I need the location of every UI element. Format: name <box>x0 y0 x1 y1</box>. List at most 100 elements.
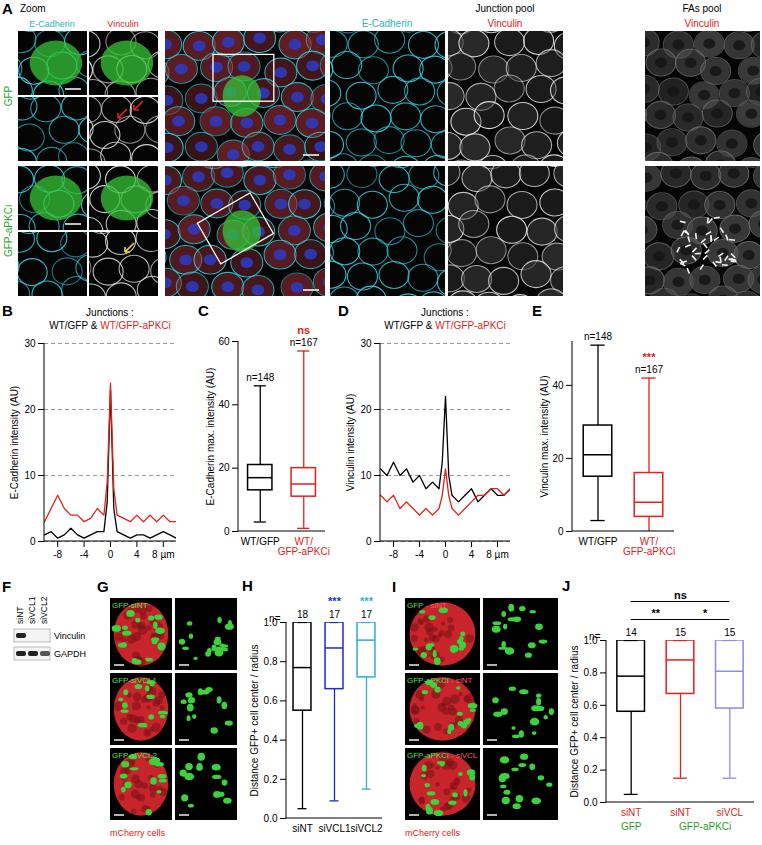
svg-text:*: * <box>703 607 708 619</box>
svg-text:4: 4 <box>469 549 475 560</box>
svg-text:Junctions :: Junctions : <box>421 307 469 318</box>
svg-text:-4: -4 <box>80 549 89 560</box>
svg-text:15: 15 <box>724 627 736 638</box>
svg-text:G: G <box>97 578 109 595</box>
svg-text:H: H <box>242 577 253 594</box>
svg-text:n=148: n=148 <box>584 331 613 342</box>
svg-text:D: D <box>338 302 349 319</box>
svg-text:0.2: 0.2 <box>264 774 278 785</box>
svg-text:GFP: GFP <box>621 821 642 832</box>
svg-text:J: J <box>562 577 570 594</box>
svg-text:***: *** <box>360 595 374 607</box>
svg-text:siVCL2: siVCL2 <box>39 596 49 624</box>
svg-text:Vinculin intensity (AU): Vinculin intensity (AU) <box>345 394 356 492</box>
svg-text:40: 40 <box>552 380 564 391</box>
svg-text:WT/GFP: WT/GFP <box>579 536 618 547</box>
svg-text:GFP: GFP <box>3 85 14 106</box>
svg-text:siVCL: siVCL <box>716 807 743 818</box>
svg-text:30: 30 <box>360 338 372 349</box>
svg-text:E: E <box>532 302 542 319</box>
svg-text:Vinculin max. intensity (AU): Vinculin max. intensity (AU) <box>539 375 550 497</box>
svg-text:Junction pool: Junction pool <box>476 3 535 14</box>
svg-text:0.8: 0.8 <box>264 656 278 667</box>
svg-text:GAPDH: GAPDH <box>54 649 86 659</box>
svg-text:GFP-aPKCi: GFP-aPKCi <box>679 821 731 832</box>
svg-text:20: 20 <box>360 404 372 415</box>
svg-text:0.4: 0.4 <box>584 732 598 743</box>
svg-text:0.0: 0.0 <box>264 813 278 824</box>
svg-text:GFP-aPKCi - siVCL: GFP-aPKCi - siVCL <box>407 751 478 760</box>
svg-text:siVCL2: siVCL2 <box>350 823 383 834</box>
svg-text:E-Cadherin max. intensity (AU): E-Cadherin max. intensity (AU) <box>205 368 216 506</box>
svg-text:GFP - siNT: GFP - siNT <box>407 601 447 610</box>
svg-text:0.6: 0.6 <box>584 700 598 711</box>
svg-text:WT/GFP & WT/GFP-aPKCi: WT/GFP & WT/GFP-aPKCi <box>49 320 171 331</box>
svg-text:18: 18 <box>297 609 309 620</box>
svg-text:siVCL1: siVCL1 <box>318 823 351 834</box>
svg-text:n=167: n=167 <box>290 337 319 348</box>
svg-text:E-Cadherin intensity (AU): E-Cadherin intensity (AU) <box>9 386 20 499</box>
svg-text:0: 0 <box>558 526 564 537</box>
svg-text:Junctions :: Junctions : <box>86 307 134 318</box>
svg-text:C: C <box>198 302 209 319</box>
svg-text:mCherry cells: mCherry cells <box>405 828 461 838</box>
svg-text:-8: -8 <box>389 549 398 560</box>
svg-text:Distance GFP+ cell center / ra: Distance GFP+ cell center / radius <box>569 645 580 797</box>
svg-text:14: 14 <box>626 627 638 638</box>
svg-text:0: 0 <box>108 549 114 560</box>
svg-text:WT/GFP-aPKCi: WT/GFP-aPKCi <box>623 536 675 557</box>
svg-text:WT/GFP-aPKCi: WT/GFP-aPKCi <box>278 536 330 557</box>
svg-text:Distance GFP+ cell center / ra: Distance GFP+ cell center / radius <box>249 644 260 796</box>
svg-text:0.2: 0.2 <box>584 764 598 775</box>
svg-text:8 µm: 8 µm <box>152 549 174 560</box>
svg-text:n=: n= <box>269 613 281 624</box>
svg-text:GFP-siVCL2: GFP-siVCL2 <box>112 751 157 760</box>
svg-text:20: 20 <box>218 462 230 473</box>
svg-text:GFP-siVCL1: GFP-siVCL1 <box>112 676 157 685</box>
svg-text:mCherry cells: mCherry cells <box>110 828 166 838</box>
svg-text:I: I <box>392 578 396 595</box>
svg-text:Zoom: Zoom <box>20 3 46 14</box>
svg-text:20: 20 <box>24 404 36 415</box>
svg-text:4: 4 <box>134 549 140 560</box>
svg-text:n=: n= <box>589 631 601 642</box>
svg-text:0: 0 <box>30 536 36 547</box>
svg-text:GFP-aPKCi: GFP-aPKCi <box>3 205 14 257</box>
svg-text:**: ** <box>652 607 661 619</box>
svg-text:WT/GFP: WT/GFP <box>241 536 280 547</box>
svg-text:E-Cadherin: E-Cadherin <box>362 18 413 29</box>
svg-text:GFP-aPKCi - siNT: GFP-aPKCi - siNT <box>407 676 472 685</box>
svg-text:17: 17 <box>361 609 373 620</box>
svg-text:E-Cadherin: E-Cadherin <box>29 19 75 29</box>
svg-text:GFP-siNT: GFP-siNT <box>112 601 148 610</box>
svg-text:-8: -8 <box>53 549 62 560</box>
svg-text:Vinculin: Vinculin <box>488 18 523 29</box>
svg-text:n=148: n=148 <box>246 372 275 383</box>
svg-text:siNT: siNT <box>292 823 313 834</box>
svg-text:0.8: 0.8 <box>584 667 598 678</box>
svg-text:0.0: 0.0 <box>584 797 598 808</box>
svg-text:F: F <box>2 578 11 595</box>
svg-text:ns: ns <box>297 324 310 336</box>
svg-text:20: 20 <box>552 453 564 464</box>
svg-text:0: 0 <box>224 526 230 537</box>
svg-text:siNT: siNT <box>15 607 25 624</box>
svg-text:ns: ns <box>674 589 687 601</box>
svg-text:0.6: 0.6 <box>264 695 278 706</box>
svg-text:siNT: siNT <box>621 807 642 818</box>
svg-text:A: A <box>2 0 13 17</box>
svg-text:40: 40 <box>218 399 230 410</box>
svg-text:-4: -4 <box>415 549 424 560</box>
svg-text:60: 60 <box>218 336 230 347</box>
svg-text:Vinculin: Vinculin <box>107 19 138 29</box>
svg-text:***: *** <box>643 351 657 363</box>
svg-text:n=167: n=167 <box>635 364 664 375</box>
svg-text:***: *** <box>328 595 342 607</box>
svg-text:30: 30 <box>24 338 36 349</box>
svg-text:0: 0 <box>443 549 449 560</box>
svg-text:8 µm: 8 µm <box>486 549 508 560</box>
svg-text:17: 17 <box>329 609 341 620</box>
svg-text:WT/GFP & WT/GFP-aPKCi: WT/GFP & WT/GFP-aPKCi <box>384 320 506 331</box>
svg-text:FAs pool: FAs pool <box>683 3 722 14</box>
svg-text:0: 0 <box>366 536 372 547</box>
